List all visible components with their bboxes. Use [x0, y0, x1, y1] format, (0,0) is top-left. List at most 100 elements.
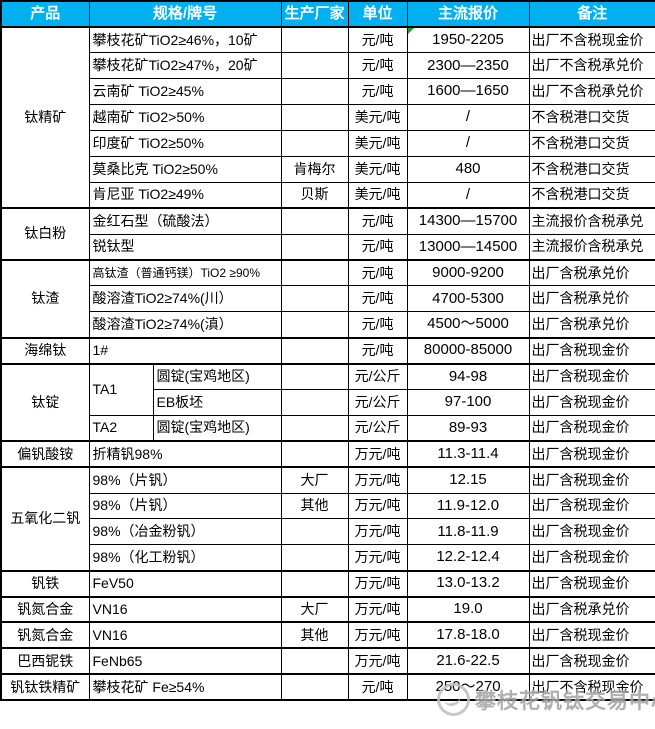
- price-cell: 19.0: [406, 595, 530, 623]
- note-cell: 出厂不含税承兑价: [528, 78, 655, 106]
- spec-form-cell: EB板坯: [152, 388, 282, 416]
- table-row: 酸溶渣TiO2≥74%(滇） 元/吨 4500～5000 出厂含税承兑价: [1, 311, 655, 339]
- maker-cell: 其他: [280, 492, 349, 520]
- product-cell: 钒氮合金: [0, 621, 90, 649]
- table-row: 钛精矿 攀枝花矿TiO2≥46%，10矿 元/吨 1950-2205 出厂不含税现金价: [0, 25, 655, 209]
- table-row: 越南矿 TiO2>50% 美元/吨 / 不含税港口交货: [1, 104, 655, 132]
- table-row: 肯尼亚 TiO2≥49% 贝斯 美元/吨 / 不含税港口交货: [1, 181, 655, 209]
- spec-cell: 肯尼亚 TiO2≥49%: [88, 181, 282, 209]
- unit-cell: 万元/吨: [347, 647, 408, 675]
- maker-cell: [280, 440, 349, 468]
- price-cell: 1600—1650: [406, 78, 530, 106]
- spec-cell: 攀枝花矿TiO2≥46%，10矿: [88, 26, 282, 54]
- price-cell: 21.6-22.5: [406, 647, 530, 675]
- price-cell: 2300—2350: [406, 52, 530, 80]
- maker-cell: 其他: [280, 621, 349, 649]
- table-row: 钛锭 TA1 圆锭(宝鸡地区) 元/公斤 94-98 出厂含税现金价: [0, 362, 655, 442]
- table-row: 海绵钛 1# 元/吨 80000-85000 出厂含税现金价: [0, 336, 655, 365]
- header-price: 主流报价: [406, 0, 530, 28]
- table-row: 钒钛铁精矿 攀枝花矿 Fe≥54% 元/吨 250～270 出厂不含税现金价: [0, 673, 655, 701]
- header-maker: 生产厂家: [280, 0, 349, 28]
- maker-cell: [280, 544, 349, 572]
- spec-cell: FeV50: [88, 569, 282, 598]
- header-note: 备注: [528, 0, 655, 28]
- product-cell: 钒铁: [0, 569, 90, 598]
- price-cell: 9000-9200: [406, 259, 530, 287]
- maker-cell: [280, 259, 349, 287]
- note-cell: 出厂不含税现金价: [528, 673, 655, 701]
- unit-cell: 元/公斤: [347, 362, 408, 390]
- table-row: 钒铁 FeV50 万元/吨 13.0-13.2 出厂含税现金价: [0, 569, 655, 598]
- note-cell: 出厂含税现金价: [528, 544, 655, 572]
- spec-cell: 折精钒98%: [88, 440, 282, 468]
- price-table-body: 钛精矿 攀枝花矿TiO2≥46%，10矿元/吨 1950-2205 出厂不含税现金价 攀…: [0, 25, 655, 701]
- product-cell: 五氧化二钒: [0, 466, 90, 572]
- price-cell: 480: [406, 155, 530, 183]
- product-cell: 巴西铌铁: [0, 647, 90, 675]
- price-cell: 1950-2205: [406, 26, 530, 54]
- note-cell: 主流报价含税承兑: [528, 233, 655, 261]
- note-cell: 出厂含税承兑价: [528, 595, 655, 623]
- unit-cell: 元/吨: [347, 78, 408, 106]
- table-row: 钒氮合金 VN16 其他 万元/吨 17.8-18.0 出厂含税现金价: [0, 621, 655, 649]
- note-cell: 不含税港口交货: [528, 181, 655, 209]
- spec-cell: 高钛渣（普通钙镁）TiO2 ≥90%: [88, 259, 282, 287]
- table-row: 98%（片钒） 其他 万元/吨 11.9-12.0 出厂含税现金价: [1, 492, 655, 520]
- unit-cell: 美元/吨: [347, 130, 408, 157]
- note-cell: 出厂含税现金价: [528, 492, 655, 520]
- table-row: 98%（化工粉钒） 万元/吨 12.2-12.4 出厂含税现金价: [1, 544, 655, 572]
- maker-cell: [280, 285, 349, 313]
- price-cell: /: [406, 104, 530, 132]
- note-cell: 出厂含税现金价: [528, 518, 655, 546]
- table-row: 印度矿 TiO2≥50% 美元/吨 / 不含税港口交货: [1, 130, 655, 157]
- price-cell: 89-93: [406, 414, 530, 442]
- product-cell: 钛锭: [0, 362, 90, 442]
- unit-cell: 万元/吨: [347, 518, 408, 546]
- unit-cell: 万元/吨: [347, 440, 408, 468]
- spec-cell: 98%（化工粉钒）: [88, 544, 282, 572]
- unit-cell: 元/吨: [347, 285, 408, 313]
- spec-grade-cell: TA2: [88, 414, 154, 442]
- spec-cell: 攀枝花矿TiO2≥47%，20矿: [88, 52, 282, 80]
- table-row: 攀枝花矿TiO2≥47%，20矿 元/吨 2300—2350 出厂不含税承兑价: [1, 52, 655, 80]
- price-cell: /: [406, 130, 530, 157]
- spec-cell: 1#: [88, 336, 282, 365]
- price-cell: 13.0-13.2: [406, 569, 530, 598]
- note-cell: 出厂不含税承兑价: [528, 52, 655, 80]
- unit-cell: 万元/吨: [347, 595, 408, 623]
- price-cell: 11.3-11.4: [406, 440, 530, 468]
- spec-cell: VN16: [88, 595, 282, 623]
- product-cell: 钛精矿: [0, 25, 90, 209]
- spec-cell: VN16: [88, 621, 282, 649]
- note-cell: 出厂含税现金价: [528, 569, 655, 598]
- unit-cell: 元/公斤: [347, 414, 408, 442]
- maker-cell: 大厂: [280, 595, 349, 623]
- spec-form-cell: 圆锭(宝鸡地区): [152, 362, 282, 390]
- unit-cell: 元/吨: [347, 311, 408, 339]
- spec-grade-cell: TA1: [88, 362, 154, 416]
- maker-cell: [280, 336, 349, 365]
- table-row: 98%（冶金粉钒） 万元/吨 11.8-11.9 出厂含税现金价: [1, 518, 655, 546]
- product-cell: 海绵钛: [0, 336, 90, 365]
- note-cell: 出厂含税承兑价: [528, 311, 655, 339]
- maker-cell: 大厂: [280, 466, 349, 494]
- price-cell: /: [406, 181, 530, 209]
- note-cell: 不含税港口交货: [528, 155, 655, 183]
- note-cell: 出厂含税现金价: [528, 388, 655, 416]
- spec-cell: 酸溶渣TiO2≥74%(川）: [88, 285, 282, 313]
- spec-cell: FeNb65: [88, 647, 282, 675]
- spec-cell: 锐钛型: [88, 233, 282, 261]
- maker-cell: [280, 569, 349, 598]
- spec-cell: 越南矿 TiO2>50%: [88, 104, 282, 132]
- note-cell: 出厂含税承兑价: [528, 285, 655, 313]
- maker-cell: [280, 414, 349, 442]
- unit-cell: 万元/吨: [347, 492, 408, 520]
- header-product: 产品: [0, 0, 90, 28]
- table-row: 巴西铌铁 FeNb65 万元/吨 21.6-22.5 出厂含税现金价: [0, 647, 655, 675]
- spec-form-cell: 圆锭(宝鸡地区): [152, 414, 282, 442]
- note-cell: 出厂含税现金价: [528, 440, 655, 468]
- unit-cell: 元/公斤: [347, 388, 408, 416]
- maker-cell: [280, 673, 349, 701]
- unit-cell: 美元/吨: [347, 181, 408, 209]
